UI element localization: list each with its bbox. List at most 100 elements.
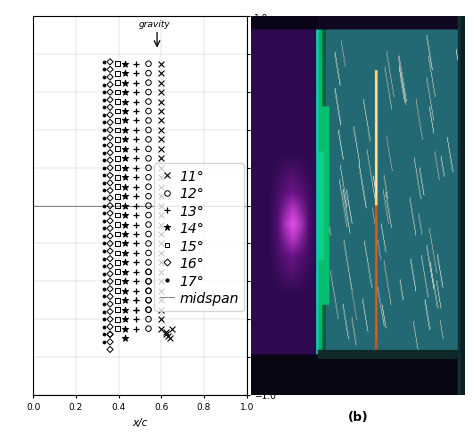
Point xyxy=(114,250,121,257)
Point xyxy=(100,165,108,172)
Point xyxy=(100,225,108,232)
Point xyxy=(121,221,129,228)
Point xyxy=(100,210,108,217)
Point xyxy=(121,89,129,96)
Point xyxy=(100,248,108,255)
Point xyxy=(106,256,114,263)
Point xyxy=(132,326,139,332)
Point xyxy=(100,263,108,270)
Point xyxy=(114,184,121,191)
Point xyxy=(121,137,129,144)
Point xyxy=(157,118,165,125)
Point xyxy=(106,120,114,127)
Point xyxy=(132,260,139,266)
Point xyxy=(114,193,121,200)
Point xyxy=(106,248,114,255)
Point xyxy=(114,80,121,87)
Point xyxy=(100,203,108,210)
Point xyxy=(145,118,152,125)
Point xyxy=(145,326,152,332)
Point xyxy=(157,288,165,295)
Point xyxy=(132,306,139,313)
Point xyxy=(106,150,114,157)
Point xyxy=(132,278,139,285)
Point xyxy=(121,174,129,181)
Point xyxy=(114,306,121,313)
Point xyxy=(145,278,152,285)
Point xyxy=(100,293,108,300)
Point xyxy=(162,331,169,338)
Point xyxy=(121,297,129,304)
Point xyxy=(100,150,108,157)
Point xyxy=(106,240,114,247)
Point xyxy=(121,155,129,162)
Point xyxy=(145,127,152,134)
Point xyxy=(121,288,129,295)
Point xyxy=(132,240,139,247)
Point xyxy=(106,278,114,285)
Point xyxy=(132,61,139,68)
Point xyxy=(132,80,139,87)
Point xyxy=(145,89,152,96)
Point xyxy=(100,97,108,104)
Point xyxy=(157,80,165,87)
Point xyxy=(145,278,152,285)
Point xyxy=(157,221,165,228)
Point xyxy=(157,250,165,257)
Point xyxy=(106,286,114,293)
Point xyxy=(132,297,139,304)
Point xyxy=(114,306,121,313)
Point xyxy=(100,180,108,187)
Point xyxy=(132,118,139,125)
Point xyxy=(106,271,114,278)
Text: (b): (b) xyxy=(347,410,368,423)
Point xyxy=(157,260,165,266)
Point xyxy=(106,158,114,164)
Point xyxy=(145,61,152,68)
Point xyxy=(145,316,152,323)
Point xyxy=(121,99,129,106)
Point xyxy=(145,240,152,247)
Point xyxy=(100,339,108,345)
Point xyxy=(106,309,114,316)
Point xyxy=(145,212,152,219)
Point xyxy=(121,80,129,87)
Point xyxy=(157,89,165,96)
Point xyxy=(121,61,129,68)
Point xyxy=(106,323,114,330)
Point xyxy=(157,70,165,77)
Point xyxy=(121,108,129,115)
Point xyxy=(100,187,108,194)
Point xyxy=(132,212,139,219)
Point xyxy=(114,260,121,266)
Point xyxy=(145,184,152,191)
Point xyxy=(132,89,139,96)
Point xyxy=(132,155,139,162)
Point xyxy=(100,120,108,127)
Point xyxy=(157,146,165,153)
Point xyxy=(106,97,114,104)
Point xyxy=(100,135,108,141)
Point xyxy=(145,288,152,295)
Point xyxy=(100,74,108,81)
Point xyxy=(157,203,165,210)
Legend: 11°, 12°, 13°, 14°, 15°, 16°, 17°, midspan: 11°, 12°, 13°, 14°, 15°, 16°, 17°, midsp… xyxy=(154,164,244,311)
Point xyxy=(145,146,152,153)
Point xyxy=(157,127,165,134)
Point xyxy=(145,288,152,295)
Point xyxy=(121,240,129,247)
Point xyxy=(157,174,165,181)
Point xyxy=(121,118,129,125)
Point xyxy=(106,339,114,345)
Point xyxy=(114,146,121,153)
Point xyxy=(145,306,152,313)
Point xyxy=(145,269,152,276)
Point xyxy=(100,271,108,278)
Point xyxy=(157,316,165,323)
Point xyxy=(145,165,152,172)
Point xyxy=(100,142,108,149)
Point xyxy=(114,118,121,125)
Point xyxy=(132,70,139,77)
Point xyxy=(106,135,114,141)
Point xyxy=(145,80,152,87)
